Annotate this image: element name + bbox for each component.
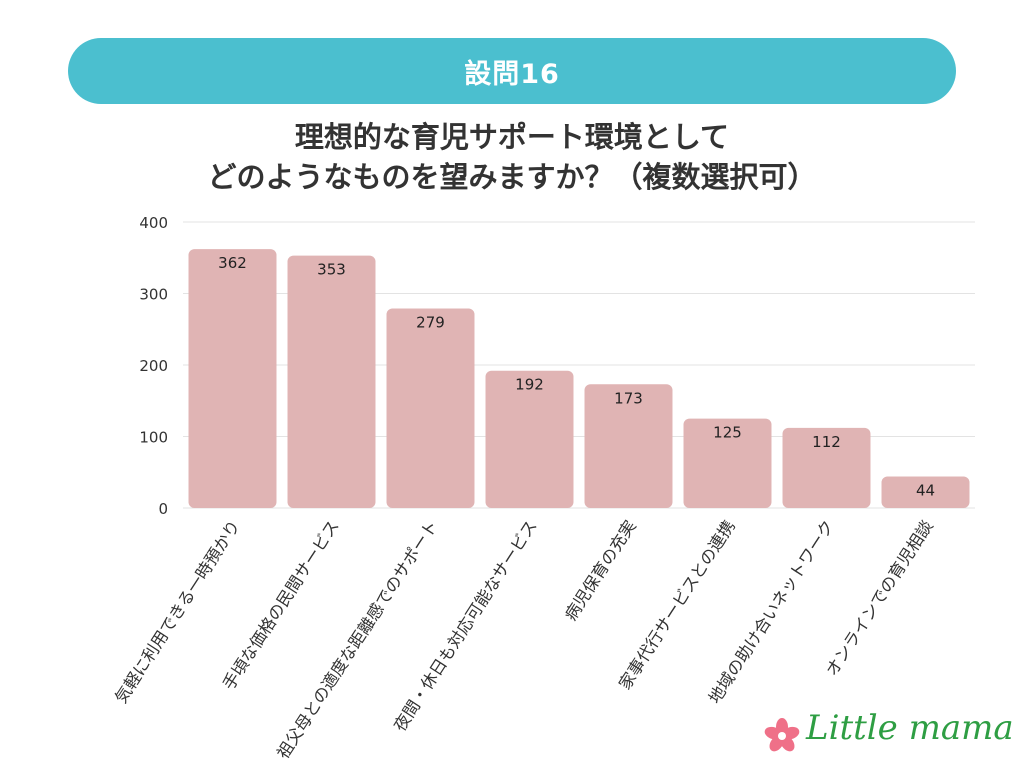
bar (485, 370, 574, 508)
x-tick-label: 手頃な価格の民間サービス (219, 517, 343, 693)
y-tick-label: 400 (139, 214, 168, 232)
data-label: 362 (218, 254, 247, 272)
chart-title-line-1: 理想的な育児サポート環境として (294, 120, 730, 154)
x-tick-label: 病児保育の充実 (561, 517, 640, 624)
data-label: 112 (812, 433, 841, 451)
data-label: 125 (713, 424, 742, 442)
y-tick-label: 300 (139, 286, 168, 304)
question-banner: 設問16 (68, 38, 956, 104)
data-label: 353 (317, 261, 346, 279)
bar (782, 427, 871, 508)
flower-icon (764, 718, 800, 752)
bar (386, 308, 475, 508)
y-tick-label: 200 (139, 357, 168, 375)
data-label: 173 (614, 389, 643, 407)
data-label: 192 (515, 376, 544, 394)
y-tick-label: 0 (158, 500, 168, 518)
little-mama-logo: Little mama (762, 704, 1014, 764)
data-label: 44 (916, 482, 935, 500)
logo-text: Little mama (806, 708, 1014, 748)
chart-title-line-2: どのようなものを望みますか？（複数選択可） (207, 160, 817, 194)
bar (683, 418, 772, 508)
bar (881, 476, 970, 508)
data-label: 279 (416, 314, 445, 332)
bar (287, 255, 376, 508)
y-tick-label: 100 (139, 429, 168, 447)
bar (584, 384, 673, 508)
x-tick-label: オンラインでの育児相談 (822, 517, 937, 680)
x-tick-label: 家事代行サービスとの連携 (615, 517, 739, 693)
bar (188, 249, 277, 509)
question-number: 設問16 (464, 58, 560, 90)
x-tick-label: 祖父母との適度な距離感でのサポート (273, 517, 442, 762)
